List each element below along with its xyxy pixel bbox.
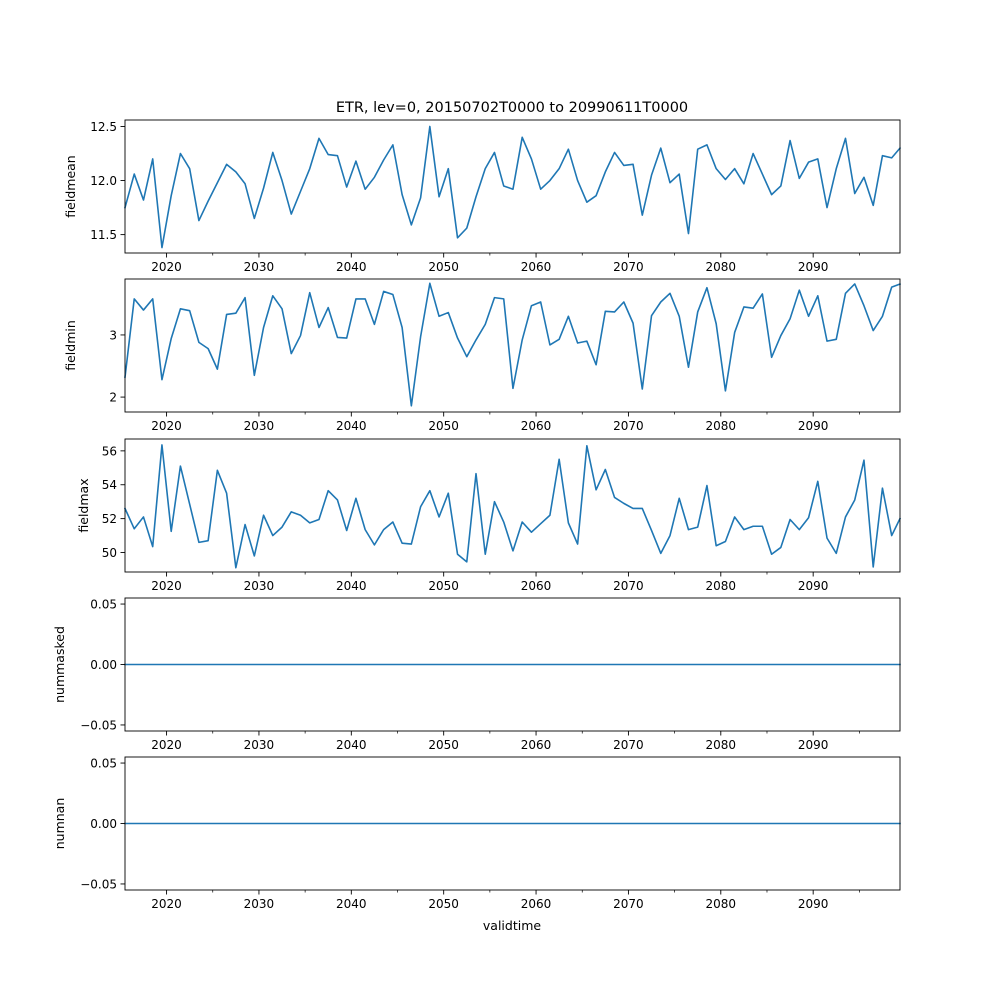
y-tick-label: 56 [102,444,117,458]
x-tick-label: 2060 [521,738,552,752]
x-tick-label: 2090 [798,579,829,593]
y-tick-label: −0.05 [80,877,117,891]
x-tick-label: 2090 [798,897,829,911]
x-tick-label: 2090 [798,419,829,433]
series-line-fieldmin [124,282,902,407]
x-tick-label: 2070 [613,738,644,752]
axes-frame [124,119,901,254]
y-tick-label: 0.00 [90,817,117,831]
x-tick-label: 2030 [244,738,275,752]
x-tick-label: 2040 [336,260,367,274]
x-tick-label: 2060 [521,419,552,433]
series-line-fieldmax [123,444,902,569]
y-tick-label: 50 [102,546,117,560]
subplot-numnan: 2020 2030 2040 2050 2060 2070 2080 2090 −0.05 0.0… [52,757,901,911]
chart-title: ETR, lev=0, 20150702T0000 to 20990611T00… [336,100,688,116]
subplots: 2020 2030 2040 2050 2060 2070 2080 2090 11.5 12.0… [52,119,902,911]
y-tick-label: 0.05 [90,598,117,612]
y-tick-label: 54 [102,478,117,492]
x-tick-label: 2080 [706,579,737,593]
x-tick-label: 2020 [151,897,182,911]
x-tick-label: 2030 [244,579,275,593]
x-tick-label: 2070 [613,419,644,433]
series-line-fieldmean [124,125,902,249]
x-axis-label: validtime [483,918,541,933]
y-tick-label: 0.00 [90,658,117,672]
y-tick-label: 12.0 [90,174,117,188]
x-tick-label: 2040 [336,579,367,593]
subplot-fieldmax: 2020 2030 2040 2050 2060 2070 2080 2090 50 52 54 56… [76,438,902,593]
subplot-fieldmean: 2020 2030 2040 2050 2060 2070 2080 2090 11.5 12.0… [63,119,902,274]
x-tick-label: 2040 [336,897,367,911]
x-tick-label: 2050 [428,897,459,911]
axes-frame [124,438,901,573]
x-tick-label: 2030 [244,419,275,433]
x-tick-label: 2050 [428,738,459,752]
y-tick-label: 12.5 [90,120,117,134]
y-tick-label: 3 [109,328,117,342]
x-tick-label: 2040 [336,419,367,433]
x-tick-label: 2060 [521,260,552,274]
x-tick-label: 2020 [151,579,182,593]
x-tick-label: 2080 [706,738,737,752]
y-tick-label: 11.5 [90,228,117,242]
y-axis-label: fieldmean [63,155,78,217]
x-tick-label: 2060 [521,897,552,911]
x-tick-label: 2030 [244,897,275,911]
x-tick-label: 2020 [151,738,182,752]
x-tick-label: 2070 [613,897,644,911]
y-tick-label: 52 [102,512,117,526]
x-tick-label: 2020 [151,419,182,433]
x-tick-label: 2040 [336,738,367,752]
x-tick-label: 2050 [428,419,459,433]
y-axis-label: numnan [52,798,67,850]
subplot-fieldmin: 2020 2030 2040 2050 2060 2070 2080 2090 2 3 fieldm… [63,278,902,433]
y-tick-label: 2 [109,391,117,405]
y-tick-label: −0.05 [80,718,117,732]
x-tick-label: 2080 [706,897,737,911]
x-tick-label: 2050 [428,579,459,593]
y-axis-label: fieldmin [63,320,78,371]
axes-frame [124,278,901,413]
y-tick-label: 0.05 [90,757,117,771]
x-tick-label: 2070 [613,579,644,593]
x-tick-label: 2090 [798,260,829,274]
x-tick-label: 2090 [798,738,829,752]
y-axis-label: fieldmax [76,478,91,532]
x-tick-label: 2030 [244,260,275,274]
subplot-nummasked: 2020 2030 2040 2050 2060 2070 2080 2090 −0.05 0.0… [52,598,901,752]
x-tick-label: 2050 [428,260,459,274]
x-tick-label: 2080 [706,260,737,274]
x-tick-label: 2060 [521,579,552,593]
x-tick-label: 2070 [613,260,644,274]
x-tick-label: 2020 [151,260,182,274]
x-tick-label: 2080 [706,419,737,433]
y-axis-label: nummasked [52,626,67,703]
